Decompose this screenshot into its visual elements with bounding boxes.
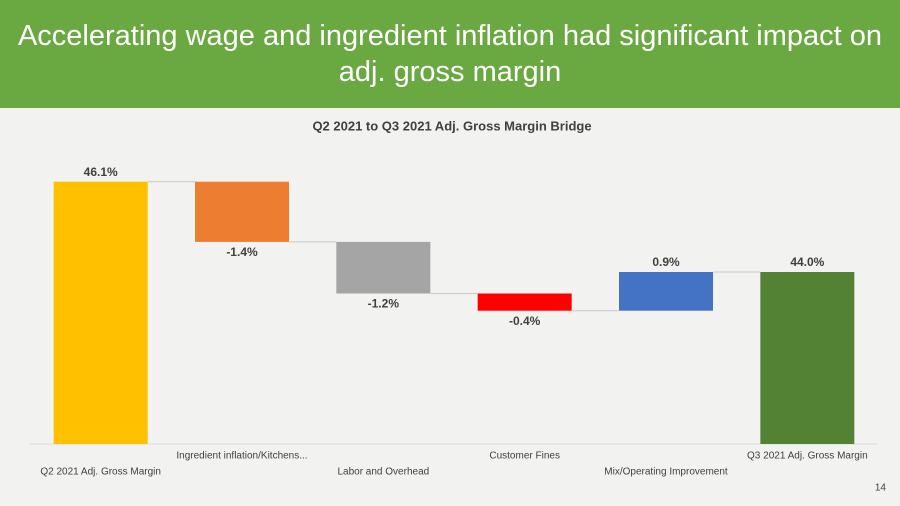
value-label: -0.4% (509, 314, 541, 328)
bar (619, 272, 713, 311)
value-label: 44.0% (790, 255, 824, 269)
slide-title: Accelerating wage and ingredient inflati… (17, 20, 883, 88)
value-label: 46.1% (84, 165, 118, 179)
x-tick-label: Customer Fines (489, 451, 560, 462)
value-label: -1.4% (226, 245, 258, 259)
x-tick-label: Labor and Overhead (337, 467, 429, 478)
x-tick-label: Q3 2021 Adj. Gross Margin (747, 451, 868, 462)
bar (336, 241, 431, 294)
bar (53, 181, 148, 444)
value-label: 0.9% (652, 255, 680, 269)
header: Accelerating wage and ingredient inflati… (0, 0, 900, 108)
chart-title: Q2 2021 to Q3 2021 Adj. Gross Margin Bri… (312, 118, 591, 133)
bar (477, 293, 572, 311)
bar (195, 181, 289, 242)
bar (760, 272, 855, 444)
x-tick-label: Q2 2021 Adj. Gross Margin (40, 467, 161, 478)
x-tick-label: Mix/Operating Improvement (604, 467, 728, 478)
page-number: 14 (875, 483, 887, 494)
value-label: -1.2% (368, 297, 400, 311)
x-tick-label: Ingredient inflation/Kitchens... (176, 451, 307, 462)
